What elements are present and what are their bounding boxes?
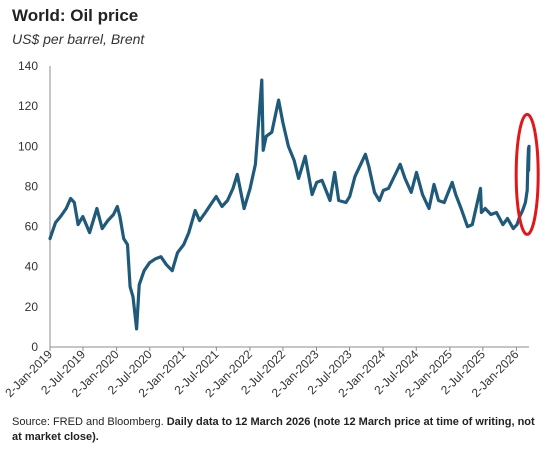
source-note: Source: FRED and Bloomberg. Daily data t… <box>12 415 540 445</box>
y-tick-label: 0 <box>31 340 38 354</box>
chart-title: World: Oil price <box>12 6 139 25</box>
y-axis: 0 20 40 60 80 100 120 140 <box>18 59 51 354</box>
y-tick-label: 140 <box>18 59 38 73</box>
oil-price-chart: 0 20 40 60 80 100 120 140 2-Jan-20192-Jul-20192… <box>2 59 540 400</box>
brent-price-line <box>48 78 531 331</box>
spike-highlight-ellipse <box>514 112 540 236</box>
plot-area <box>48 78 540 331</box>
chart-subtitle: US$ per barrel, Brent <box>12 31 145 47</box>
y-tick-label: 20 <box>25 300 39 314</box>
y-tick-label: 100 <box>18 139 38 153</box>
x-axis: 2-Jan-20192-Jul-20192-Jan-20202-Jul-2020… <box>2 346 529 400</box>
y-tick-label: 40 <box>25 260 39 274</box>
source-note-bold: Daily data to 12 March 2026 (note 12 Mar… <box>12 416 535 443</box>
y-tick-label: 120 <box>18 99 38 113</box>
y-tick-label: 80 <box>25 179 39 193</box>
y-tick-label: 60 <box>25 220 39 234</box>
source-text: Source: FRED and Bloomberg. <box>12 416 167 428</box>
